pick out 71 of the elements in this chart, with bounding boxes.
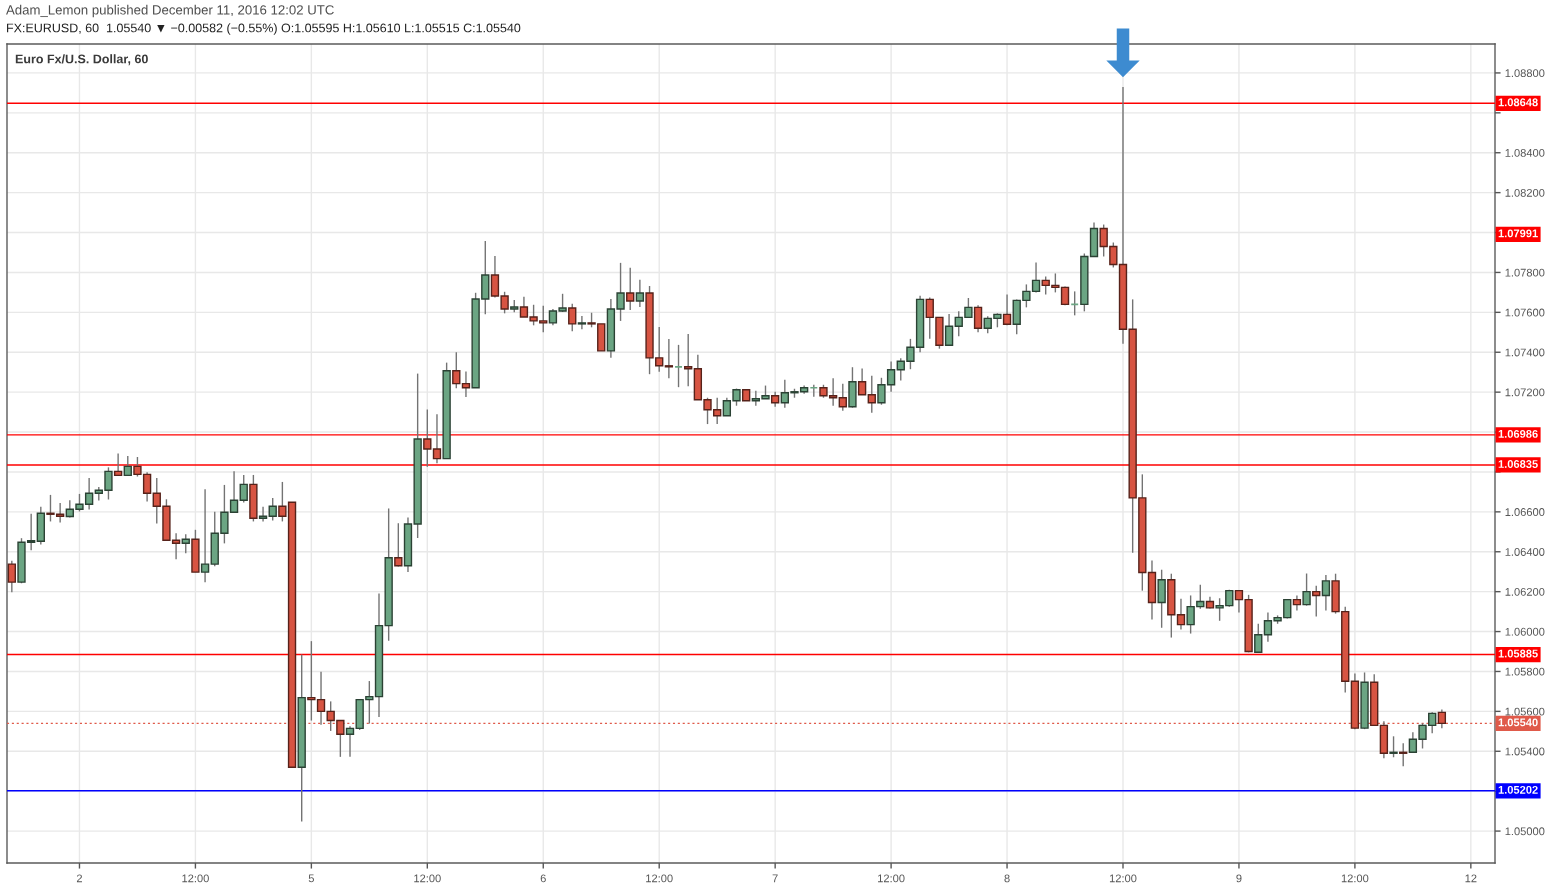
candlestick [1312, 584, 1321, 618]
x-tick-label: 9 [1236, 874, 1242, 883]
x-tick-label: 12:00 [646, 874, 673, 883]
candlestick [635, 279, 645, 308]
y-tick-label: 1.07800 [1505, 268, 1545, 277]
x-tick-label: 8 [1004, 874, 1010, 883]
y-tick-label: 1.06200 [1505, 587, 1545, 596]
candlestick [577, 315, 587, 330]
x-tick-label: 2 [76, 874, 82, 883]
candlestick [268, 497, 277, 522]
y-tick-label: 1.07400 [1505, 348, 1545, 357]
x-tick-label: 12:00 [414, 874, 441, 883]
candlestick [113, 452, 123, 477]
candlestick [838, 383, 847, 412]
candlestick [258, 506, 268, 523]
candlestick [1176, 597, 1186, 631]
candlestick [664, 338, 674, 379]
x-tick-label: 6 [540, 874, 546, 883]
candlestick [944, 313, 954, 346]
ref-line-label: 1.06835 [1498, 460, 1538, 468]
y-tick-label: 1.08800 [1505, 69, 1545, 78]
candlestick [7, 560, 17, 593]
y-tick-label: 1.05400 [1505, 747, 1545, 756]
candlestick [1321, 574, 1331, 612]
candlestick [432, 413, 442, 464]
x-tick-label: 12:00 [878, 874, 905, 883]
candlestick [568, 303, 577, 332]
text: Adam_Lemon published December 11, 2016 12:02 UTC [6, 4, 334, 18]
candlestick [1302, 572, 1311, 607]
candlestick [867, 375, 876, 414]
candlestick [1254, 623, 1263, 654]
x-tick-label: 7 [772, 874, 778, 883]
y-tick-label: 1.05000 [1505, 827, 1545, 836]
y-tick-label: 1.06400 [1505, 548, 1545, 556]
x-tick-label: 12:00 [1109, 874, 1137, 883]
ref-line-label: 1.05540 [1498, 718, 1538, 727]
x-tick-label: 12 [1465, 874, 1477, 883]
y-tick-label: 1.06000 [1505, 627, 1545, 636]
ref-line-label: 1.05202 [1498, 785, 1538, 794]
candlestick [123, 455, 132, 477]
candlestick [181, 533, 190, 555]
y-tick-label: 1.05800 [1505, 667, 1545, 676]
candlestick [1292, 594, 1302, 612]
candlestick [452, 351, 461, 389]
candlestick [857, 367, 867, 396]
candlestick [1157, 569, 1166, 629]
candlestick [423, 408, 432, 468]
ref-line-label: 1.06986 [1498, 429, 1538, 438]
candlestick [345, 725, 355, 758]
y-tick-label: 1.08400 [1505, 149, 1545, 157]
candlestick [394, 522, 403, 568]
text: 1.07991 [1498, 229, 1538, 238]
y-tick-label: 1.07200 [1505, 388, 1545, 397]
candlestick [1389, 735, 1398, 758]
ref-line-label: 1.05885 [1498, 649, 1538, 658]
candlestick [684, 333, 693, 387]
candlestick [626, 267, 635, 311]
candlestick [1002, 293, 1012, 327]
x-tick-label: 12:00 [182, 874, 209, 883]
candlestick [973, 304, 983, 333]
x-tick-label: 12:00 [1341, 874, 1369, 883]
text: Euro Fx/U.S. Dollar, 60 [15, 54, 148, 66]
ref-line-label: 1.08648 [1498, 98, 1538, 107]
y-tick-label: 1.07600 [1505, 308, 1545, 317]
y-tick-label: 1.05600 [1505, 707, 1545, 716]
candlestick [200, 488, 210, 583]
chart-subtitle: FX:EURUSD, 60 1.05540 ▼ −0.00582 (−0.55%) O:1.05595 H:1.05610 L:1.05515 C:1.05540 [7, 23, 521, 35]
candlestick [239, 474, 248, 504]
y-tick-label: 1.08200 [1505, 188, 1545, 197]
y-tick-label: 1.06600 [1505, 508, 1545, 516]
x-tick-label: 5 [308, 874, 314, 883]
